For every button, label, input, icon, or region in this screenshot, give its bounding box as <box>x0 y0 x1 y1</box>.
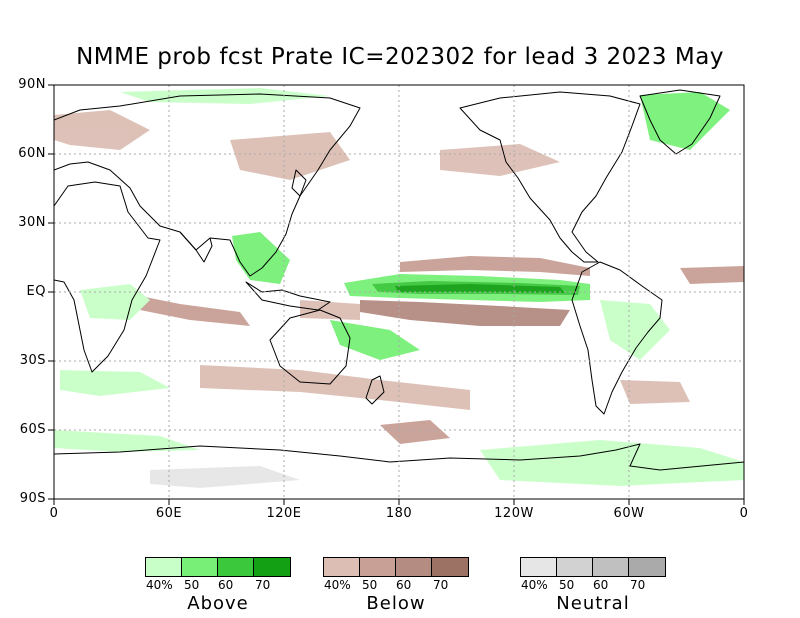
legend-above-name: Above <box>187 593 249 614</box>
lat-label-60s: 60S <box>19 422 46 437</box>
greenland-outline <box>639 89 721 155</box>
legend-below-tick-50: 50 <box>362 578 378 592</box>
antarctic-above <box>480 440 744 486</box>
antarctica-outline <box>54 443 744 471</box>
patagonia-below <box>620 380 690 404</box>
map-title: NMME prob fcst Prate IC=202302 for lead … <box>76 44 724 70</box>
lat-label-30s: 30S <box>19 353 46 368</box>
legend-below-50-swatch <box>360 558 396 576</box>
legend-above-tick-60: 60 <box>218 578 234 592</box>
lon-label-180: 180 <box>385 506 413 521</box>
legend-neutral-ticks: 40% 50 60 70 <box>520 577 666 592</box>
legend-neutral-tick-50: 50 <box>559 578 575 592</box>
pacific-below-south <box>360 300 570 326</box>
south-america-above <box>600 300 670 360</box>
legend-below-60-swatch <box>396 558 432 576</box>
lat-label-eq: EQ <box>26 284 46 299</box>
legend-above-40-swatch <box>146 558 182 576</box>
legend-neutral-swatches <box>520 557 666 577</box>
africa-outline <box>54 181 161 373</box>
coastline-layer <box>54 89 744 471</box>
legend-above-ticks: 40% 50 60 70 <box>145 577 291 592</box>
lat-label-90n: 90N <box>18 77 46 92</box>
graticule <box>54 85 744 499</box>
pacific-below-south-light <box>300 300 360 320</box>
japan-outline <box>291 169 307 197</box>
legend-above-tick-70: 70 <box>255 578 271 592</box>
lon-label-0-west: 0 <box>49 506 59 521</box>
europe-below <box>54 110 150 150</box>
arctic-above <box>120 88 330 104</box>
lon-label-120w: 120W <box>494 506 534 521</box>
north-pacific-below <box>440 144 560 176</box>
africa-above <box>80 284 150 320</box>
pacific-above-max <box>395 284 565 293</box>
eurasia-outline <box>54 93 361 277</box>
indian-below-band <box>120 292 250 326</box>
spcz-above <box>330 320 420 360</box>
lon-label-60w: 60W <box>613 506 645 521</box>
legend-below-70-swatch <box>432 558 468 576</box>
legend-neutral-50-swatch <box>557 558 593 576</box>
legend-below-name: Below <box>366 593 426 614</box>
maritime-continent-outline <box>245 281 331 311</box>
legend-below-tick-40: 40% <box>324 578 351 592</box>
legend-below-tick-70: 70 <box>433 578 449 592</box>
new-zealand-outline <box>365 375 385 405</box>
southern-below-band <box>200 365 470 410</box>
pacific-below-north <box>400 256 590 276</box>
lat-label-90s: 90S <box>19 491 46 506</box>
legend-below: 40% 50 60 70 Below <box>323 557 469 614</box>
legend-above-tick-50: 50 <box>184 578 200 592</box>
legend-neutral: 40% 50 60 70 Neutral <box>520 557 666 614</box>
legend-neutral-tick-40: 40% <box>521 578 548 592</box>
axis-ticks <box>48 84 745 505</box>
india-outline <box>179 231 213 263</box>
legend-below-tick-60: 60 <box>396 578 412 592</box>
legend-below-swatches <box>323 557 469 577</box>
legend-above: 40% 50 60 70 Above <box>145 557 291 614</box>
legend-neutral-70-swatch <box>629 558 665 576</box>
legend-neutral-60-swatch <box>593 558 629 576</box>
neutral-patch <box>150 466 300 488</box>
lon-label-120e: 120E <box>266 506 302 521</box>
lat-label-30n: 30N <box>18 215 46 230</box>
legend-above-70-swatch <box>254 558 290 576</box>
south-america-outline <box>571 261 663 415</box>
legend-above-tick-40: 40% <box>146 578 173 592</box>
legend-above-swatches <box>145 557 291 577</box>
north-america-outline <box>459 91 641 263</box>
forecast-shading-layer <box>54 88 744 488</box>
legend-below-40-swatch <box>324 558 360 576</box>
legend-neutral-40-swatch <box>521 558 557 576</box>
lon-label-0-east: 0 <box>739 506 749 521</box>
atlantic-below-band <box>680 266 744 284</box>
legend-neutral-tick-60: 60 <box>593 578 609 592</box>
legend-above-50-swatch <box>182 558 218 576</box>
southern-below-spot <box>380 420 450 444</box>
legend-neutral-name: Neutral <box>556 593 630 614</box>
legend-neutral-tick-70: 70 <box>630 578 646 592</box>
indian-ocean-above <box>60 370 170 396</box>
antarctic-above-west <box>54 430 200 452</box>
lon-label-60e: 60E <box>155 506 183 521</box>
lat-label-60n: 60N <box>18 146 46 161</box>
asia-below <box>230 132 350 180</box>
legend-above-60-swatch <box>218 558 254 576</box>
greenland-above <box>640 92 730 150</box>
legend-below-ticks: 40% 50 60 70 <box>323 577 469 592</box>
australia-outline <box>269 309 351 385</box>
